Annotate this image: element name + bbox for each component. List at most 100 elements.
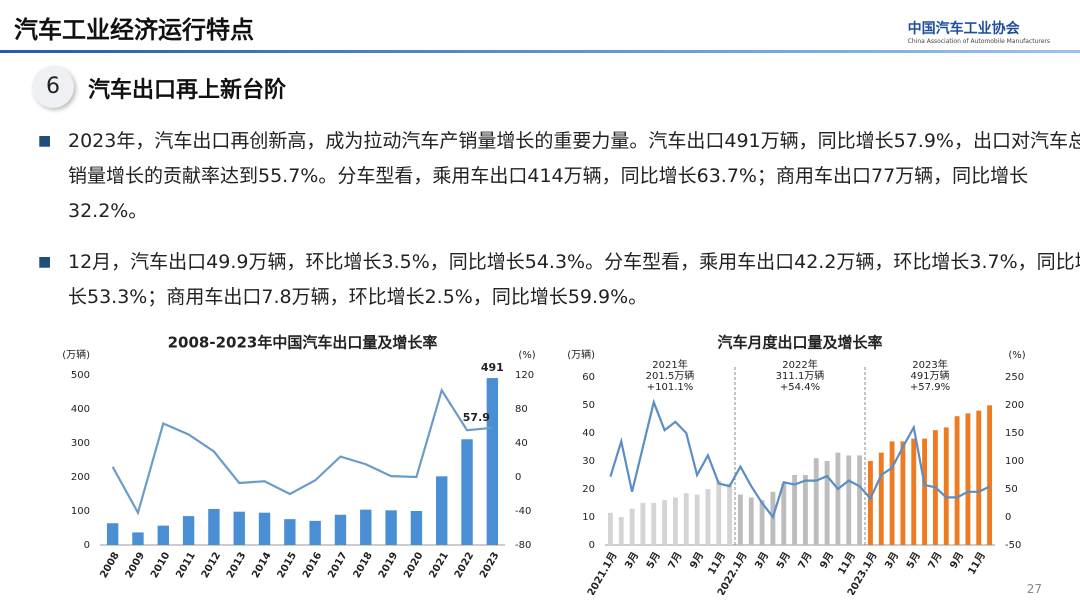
x-tick-label: 2021.1月 — [585, 550, 620, 595]
bar — [233, 511, 245, 545]
chart: 2008-2023年中国汽车出口量及增长率 (万辆) (%) 0 100 200 300 40… — [62, 334, 536, 581]
bar — [716, 480, 722, 545]
y2-tick-label: 40 — [515, 438, 528, 449]
annotation: +101.1% — [647, 382, 694, 393]
bar — [987, 405, 993, 545]
logo: 中国汽车工业协会 China Association of Automobile… — [908, 18, 1050, 45]
logo-subtitle: China Association of Automobile Manufact… — [907, 38, 1050, 45]
line — [111, 387, 493, 516]
bullet: 12月，汽车出口49.9万辆，环比增长3.5%，同比增长54.3%。分车型看，乘… — [20, 245, 1080, 315]
bar — [662, 500, 668, 545]
bar — [208, 508, 220, 545]
y-tick-label: 200 — [71, 472, 90, 483]
x-tick-label: 11月 — [966, 550, 988, 577]
x-tick-label: 2019 — [377, 550, 400, 580]
y-tick-label: 0 — [84, 540, 90, 551]
x-tick-label: 9月 — [687, 550, 706, 571]
bar — [410, 511, 423, 545]
annotation: 201.5万辆 — [646, 369, 695, 382]
y-tick-label: 500 — [71, 370, 90, 381]
x-tick-label: 2010 — [149, 550, 172, 580]
chart-title: 汽车月度出口量及增长率 — [717, 334, 882, 352]
y-tick-label: 60 — [582, 372, 595, 383]
annotation: 2022年 — [782, 358, 817, 371]
x-tick-label: 7月 — [796, 550, 815, 571]
y2-tick-label: 80 — [515, 404, 528, 415]
bar — [867, 461, 873, 545]
annotation: 311.1万辆 — [776, 369, 825, 382]
x-tick-label: 2011 — [174, 550, 197, 580]
chart-title: 2008-2023年中国汽车出口量及增长率 — [168, 334, 438, 352]
bar — [737, 494, 743, 545]
bar — [748, 497, 754, 545]
bar — [618, 517, 624, 545]
bar — [106, 523, 119, 545]
bar — [792, 475, 798, 545]
bar — [835, 452, 841, 545]
x-tick-label: 9月 — [817, 550, 836, 571]
bar — [607, 512, 613, 545]
bar — [976, 410, 982, 545]
bar — [727, 483, 733, 545]
bar — [461, 439, 473, 545]
y2-tick-label: -40 — [515, 506, 531, 517]
bar — [954, 416, 960, 545]
y-tick-label: 400 — [71, 404, 90, 415]
x-tick-label: 11月 — [706, 550, 728, 577]
bar — [436, 476, 448, 545]
bar — [640, 503, 646, 545]
bar — [157, 525, 169, 545]
x-tick-label: 2017 — [326, 550, 349, 580]
y2-tick-label: 100 — [1005, 456, 1024, 467]
x-tick-label: 2012 — [200, 550, 223, 580]
bar — [889, 441, 895, 545]
chart: 汽车月度出口量及增长率 (万辆) (%) 0 10 20 30 40 50 60 -50 0 50 100… — [567, 334, 1026, 596]
logo-name: 中国汽车工业协会 — [907, 21, 1020, 37]
section-title: 汽车出口再上新台阶 — [88, 78, 287, 103]
bar — [781, 483, 787, 545]
bar — [309, 520, 321, 545]
page-number: 27 — [1026, 582, 1042, 596]
y-axis-label: (万辆) — [62, 348, 90, 361]
x-tick-label: 2014 — [250, 550, 273, 580]
section-number: 6 — [32, 66, 74, 108]
annotation: 491万辆 — [910, 369, 949, 382]
bar — [922, 438, 928, 545]
bar — [943, 427, 949, 545]
x-tick-label: 5月 — [644, 550, 663, 571]
bar — [132, 532, 144, 545]
x-tick-label: 2020 — [402, 550, 425, 580]
bar — [651, 503, 657, 545]
x-tick-label: 2016 — [301, 550, 324, 580]
x-tick-label: 2023 — [478, 550, 501, 580]
x-tick-label: 5月 — [904, 550, 923, 571]
y2-axis-label: (%) — [1008, 350, 1025, 361]
x-tick-label: 2015 — [276, 550, 299, 580]
bar — [284, 519, 296, 545]
x-tick-label: 11月 — [836, 550, 858, 577]
bar — [759, 500, 765, 545]
y2-tick-label: 250 — [1005, 372, 1024, 383]
x-tick-label: 2022 — [453, 550, 476, 580]
y2-tick-label: 0 — [1005, 512, 1011, 523]
bar — [911, 438, 917, 545]
x-tick-label: 2008 — [98, 550, 121, 580]
bar — [360, 509, 372, 545]
bar — [878, 452, 884, 545]
y2-tick-label: 0 — [515, 472, 521, 483]
annotation: 2021年 — [652, 358, 687, 371]
x-tick-label: 3月 — [622, 550, 641, 571]
y-tick-label: 40 — [582, 428, 595, 439]
annotation: +54.4% — [780, 382, 820, 393]
bar — [385, 510, 397, 545]
x-tick-label: 9月 — [947, 550, 966, 571]
bar — [334, 514, 347, 545]
x-tick-label: 7月 — [926, 550, 945, 571]
bar — [846, 455, 852, 545]
bullet: 2023年，汽车出口再创新高，成为拉动汽车产销量增长的重要力量。汽车出口491万… — [20, 124, 1080, 229]
bar — [672, 497, 678, 545]
bar — [965, 413, 971, 545]
x-tick-label: 7月 — [666, 550, 685, 571]
bar — [258, 512, 271, 545]
header-rule — [0, 50, 1080, 53]
